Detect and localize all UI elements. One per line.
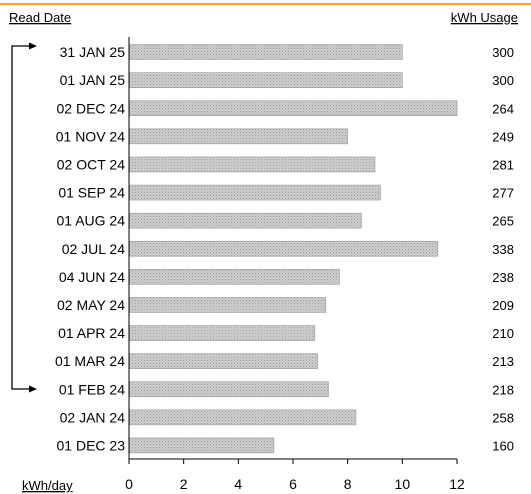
bar — [129, 381, 329, 398]
data-label: 249 — [492, 129, 514, 144]
data-label: 281 — [492, 157, 514, 172]
data-label: 277 — [492, 186, 514, 201]
category-label: 01 MAR 24 — [55, 353, 125, 369]
x-tick-label: 8 — [344, 476, 352, 492]
x-tick-label: 0 — [125, 476, 133, 492]
comparison-bracket-arrow — [11, 42, 37, 393]
read-date-header: Read Date — [9, 10, 71, 25]
category-label: 04 JUN 24 — [59, 269, 125, 285]
data-label: 218 — [492, 382, 514, 397]
bar — [129, 212, 362, 229]
category-label: 02 JUL 24 — [62, 241, 126, 257]
bar — [129, 72, 403, 88]
bar — [129, 269, 340, 285]
category-label: 01 DEC 23 — [57, 437, 126, 453]
bar — [129, 128, 348, 145]
bar — [129, 437, 275, 454]
x-tick-label: 4 — [234, 476, 242, 492]
data-label: 160 — [492, 438, 514, 453]
data-label: 213 — [492, 354, 514, 369]
category-label: 01 JAN 25 — [60, 72, 126, 88]
bar — [129, 353, 318, 369]
category-label: 02 MAY 24 — [57, 297, 125, 313]
category-label: 01 FEB 24 — [59, 381, 125, 397]
data-label: 338 — [492, 242, 514, 257]
category-label: 01 APR 24 — [58, 325, 125, 341]
category-label: 01 SEP 24 — [58, 185, 125, 201]
x-axis-ticks: 0 2 4 6 8 10 12 — [125, 459, 465, 492]
data-label: 209 — [492, 298, 514, 313]
category-labels: 31 JAN 25 01 JAN 25 02 DEC 24 01 NOV 24 02 O… — [55, 44, 125, 453]
bar — [129, 184, 381, 201]
bar — [129, 100, 458, 117]
x-tick-label: 10 — [395, 476, 411, 492]
bars-group — [129, 44, 458, 454]
data-label: 300 — [492, 45, 514, 60]
x-tick-label: 6 — [289, 476, 297, 492]
bar — [129, 297, 327, 313]
data-label: 265 — [492, 214, 514, 229]
arrowhead-top-icon — [29, 42, 37, 50]
data-label: 300 — [492, 73, 514, 88]
category-label: 02 JAN 24 — [60, 409, 126, 425]
x-tick-label: 12 — [449, 476, 465, 492]
x-axis-label: kWh/day — [22, 478, 73, 493]
data-label: 238 — [492, 270, 514, 285]
bar — [129, 156, 376, 173]
data-label: 258 — [492, 410, 514, 425]
bar — [129, 325, 316, 341]
data-label: 264 — [492, 101, 514, 116]
bar — [129, 409, 357, 426]
category-label: 31 JAN 25 — [60, 44, 126, 60]
bar — [129, 44, 403, 60]
category-label: 02 OCT 24 — [57, 156, 125, 172]
data-labels: 300 300 264 249 281 277 265 338 238 209 210 213 218 2… — [492, 45, 514, 453]
bar — [129, 240, 439, 257]
data-label: 210 — [492, 326, 514, 341]
x-tick-label: 2 — [180, 476, 188, 492]
category-label: 01 AUG 24 — [57, 213, 126, 229]
kwh-usage-header: kWh Usage — [451, 10, 518, 25]
category-label: 02 DEC 24 — [57, 100, 126, 116]
category-label: 01 NOV 24 — [56, 128, 125, 144]
arrowhead-bottom-icon — [29, 385, 37, 393]
